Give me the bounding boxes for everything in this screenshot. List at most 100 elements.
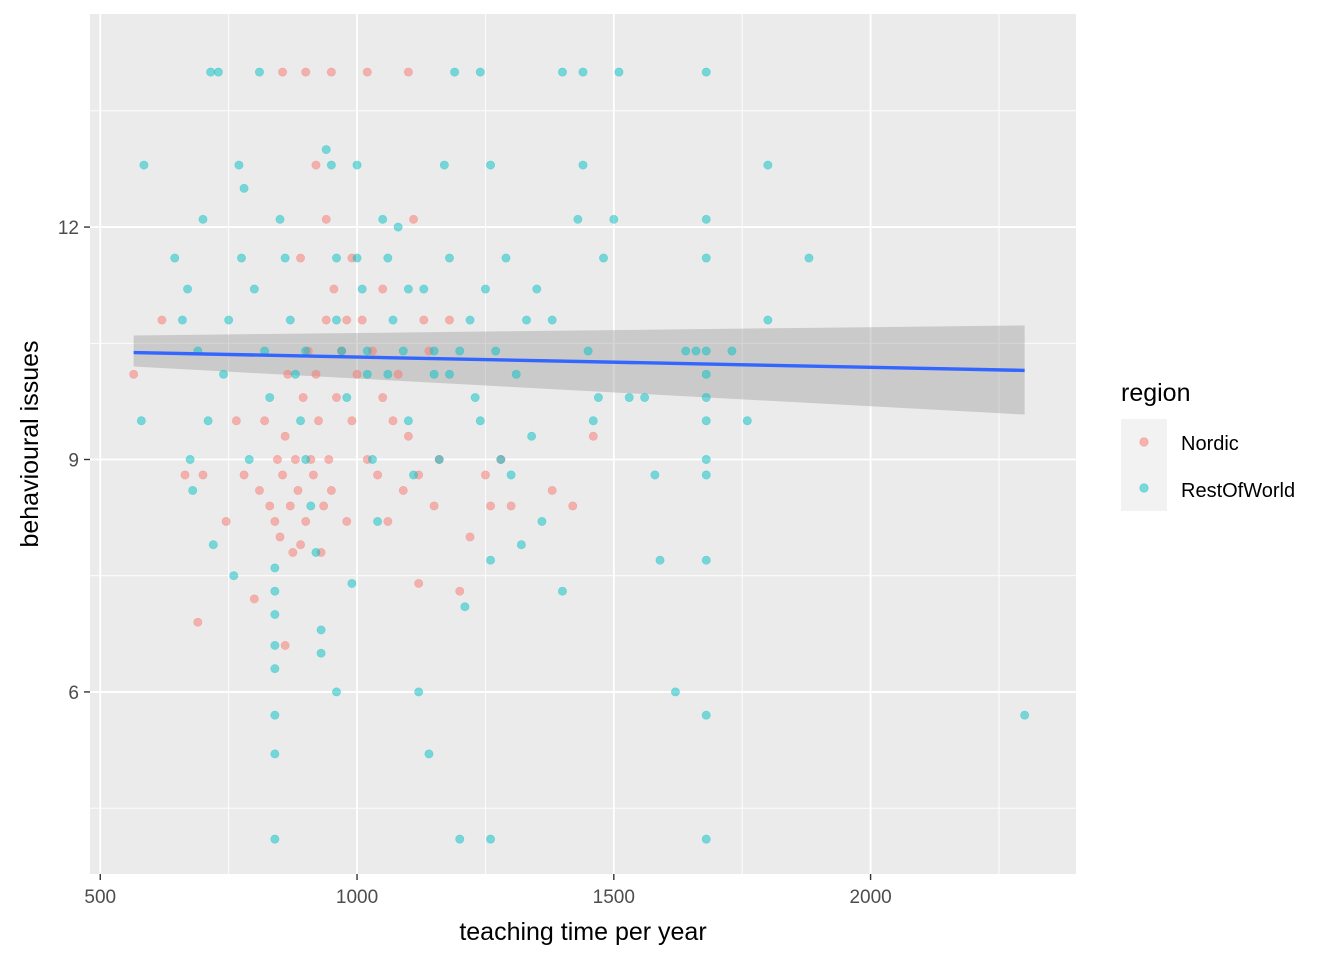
data-point [293, 485, 303, 495]
data-point [270, 664, 280, 674]
data-point [460, 602, 470, 612]
data-point [157, 315, 167, 325]
data-point [301, 346, 311, 356]
data-point [670, 687, 680, 697]
data-point [496, 454, 506, 464]
data-point [357, 284, 367, 294]
data-point [198, 214, 208, 224]
data-point [362, 67, 372, 77]
data-point [393, 369, 403, 379]
data-point [206, 67, 216, 77]
data-point [270, 563, 280, 573]
data-point [352, 369, 362, 379]
data-point [270, 516, 280, 526]
series-restofworld [136, 67, 1030, 844]
data-point [203, 416, 213, 426]
legend-title: region [1121, 379, 1191, 407]
data-point [278, 470, 288, 480]
data-point [388, 416, 398, 426]
data-point [231, 416, 241, 426]
data-point [270, 749, 280, 759]
trend-line [133, 350, 1025, 373]
data-point [213, 67, 223, 77]
data-point [378, 214, 388, 224]
data-point [254, 485, 264, 495]
data-point [177, 315, 187, 325]
x-tick-label: 500 [84, 887, 116, 908]
y-tick-label: 6 [68, 683, 79, 704]
data-point [321, 145, 331, 155]
data-point [701, 470, 711, 480]
data-point [290, 454, 300, 464]
data-point [763, 160, 773, 170]
data-point [311, 160, 321, 170]
y-axis-title: behavioural issues [16, 340, 44, 547]
data-point [352, 160, 362, 170]
data-point [475, 67, 485, 77]
data-point [183, 284, 193, 294]
data-point [655, 555, 665, 565]
data-point [583, 346, 593, 356]
data-point [701, 214, 711, 224]
confidence-band-layer [133, 325, 1025, 415]
data-point [414, 687, 424, 697]
data-point [650, 470, 660, 480]
major-gridlines [90, 14, 1076, 874]
data-point [547, 485, 557, 495]
data-point [285, 315, 295, 325]
data-point [326, 485, 336, 495]
data-point [701, 346, 711, 356]
data-point [275, 532, 285, 542]
data-point [136, 416, 146, 426]
data-point [480, 470, 490, 480]
data-point [419, 284, 429, 294]
data-point [455, 834, 465, 844]
data-point [319, 501, 329, 511]
data-point [804, 253, 814, 263]
data-point [486, 555, 496, 565]
data-point [296, 540, 306, 550]
data-point [640, 393, 650, 403]
data-point [455, 346, 465, 356]
y-tick-label: 9 [68, 450, 79, 471]
data-point [501, 253, 511, 263]
data-point [270, 834, 280, 844]
data-point [324, 454, 334, 464]
data-point [383, 516, 393, 526]
data-point [398, 485, 408, 495]
data-point [347, 578, 357, 588]
legend-label-restofworld: RestOfWorld [1181, 480, 1295, 502]
data-point [185, 454, 195, 464]
data-point [691, 346, 701, 356]
data-point [378, 393, 388, 403]
data-point [429, 346, 439, 356]
data-point [419, 315, 429, 325]
data-point [557, 67, 567, 77]
data-point [265, 501, 275, 511]
confidence-band [133, 325, 1025, 415]
data-point [465, 315, 475, 325]
data-point [239, 183, 249, 193]
data-point [270, 710, 280, 720]
data-point [270, 586, 280, 596]
data-point [465, 532, 475, 542]
data-point [285, 501, 295, 511]
data-point [301, 516, 311, 526]
data-point [701, 369, 711, 379]
data-point [298, 393, 308, 403]
x-axis-title: teaching time per year [459, 918, 706, 946]
data-point [229, 571, 239, 581]
data-point [527, 431, 537, 441]
data-point [367, 454, 377, 464]
data-point [701, 834, 711, 844]
legend-dot-restofworld [1139, 483, 1149, 493]
data-point [593, 393, 603, 403]
data-point [506, 501, 516, 511]
data-point [352, 253, 362, 263]
data-point [439, 160, 449, 170]
legend: region Nordic RestOfWorld [1121, 379, 1295, 511]
data-point [331, 687, 341, 697]
data-point [701, 555, 711, 565]
data-point [701, 416, 711, 426]
data-point [321, 214, 331, 224]
